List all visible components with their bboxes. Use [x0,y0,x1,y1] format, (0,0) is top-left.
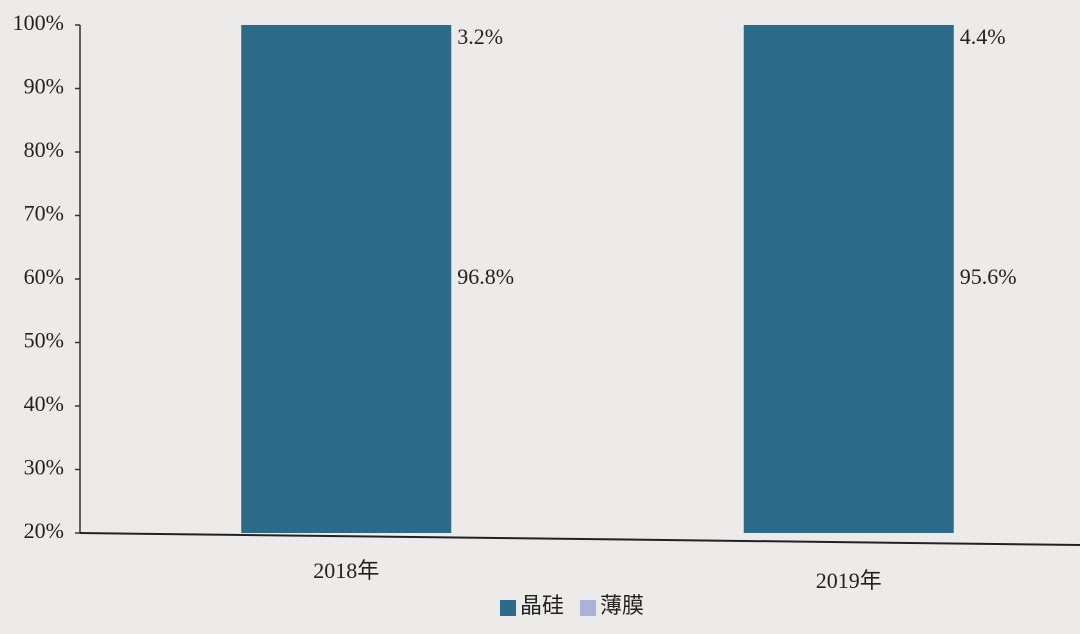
x-tick-label: 2019年 [816,568,882,593]
y-tick-label: 40% [24,391,64,416]
value-label: 95.6% [960,264,1017,289]
bar-segment [241,25,452,533]
legend-label: 薄膜 [600,593,644,618]
y-tick-label: 50% [24,328,64,353]
x-axis [79,532,1080,546]
y-tick-label: 80% [24,137,64,162]
legend-swatch [500,600,516,616]
y-tick-label: 60% [24,264,64,289]
legend-swatch [580,600,596,616]
y-tick-label: 20% [24,518,64,543]
value-label: 3.2% [457,24,503,49]
y-tick-label: 70% [24,201,64,226]
value-label: 96.8% [457,264,514,289]
value-label: 4.4% [960,24,1006,49]
y-tick-label: 30% [24,455,64,480]
y-tick-label: 90% [24,74,64,99]
x-tick-label: 2018年 [313,558,379,583]
legend-label: 晶硅 [520,593,564,618]
y-tick-label: 100% [13,10,64,35]
bar-segment [743,25,954,533]
